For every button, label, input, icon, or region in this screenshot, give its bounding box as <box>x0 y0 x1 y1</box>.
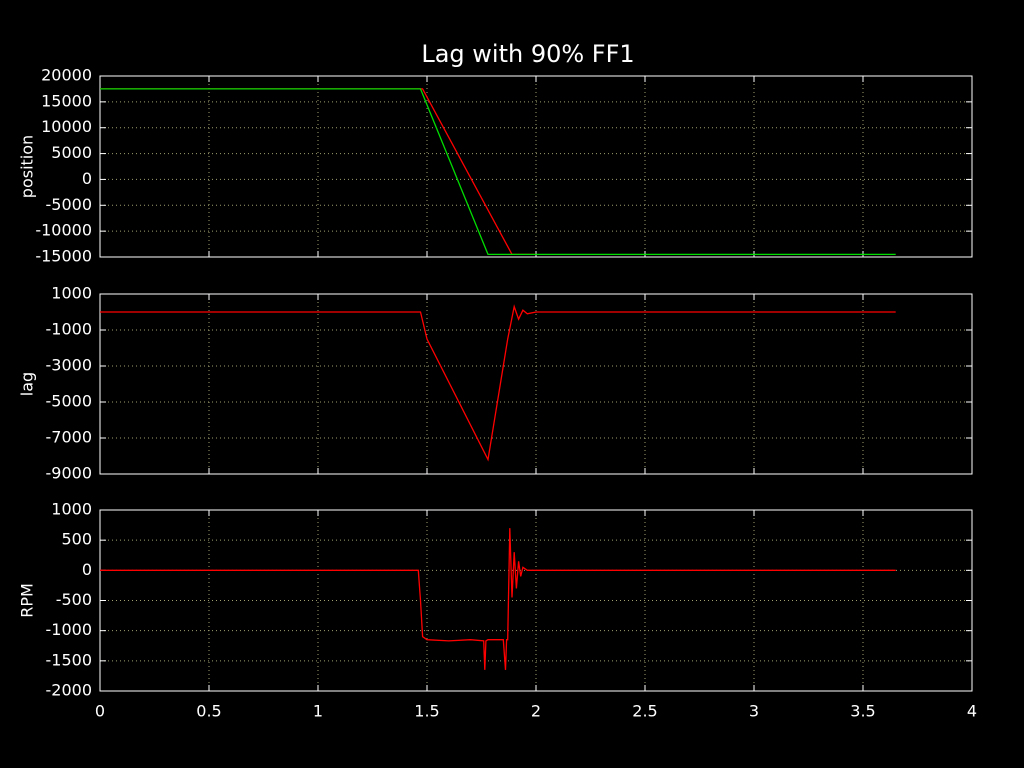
x-tick-label: 0 <box>95 702 105 721</box>
y-axis-label: lag <box>18 372 37 396</box>
x-tick-label: 4 <box>967 702 977 721</box>
y-tick-label: 0 <box>82 560 92 579</box>
x-tick-label: 3 <box>749 702 759 721</box>
y-tick-label: 20000 <box>41 66 92 85</box>
y-tick-label: 500 <box>61 530 92 549</box>
data-line <box>100 88 536 256</box>
y-tick-label: -10000 <box>35 221 92 240</box>
y-tick-label: -3000 <box>46 356 93 375</box>
y-tick-label: -1000 <box>46 620 93 639</box>
y-tick-label: 5000 <box>51 143 92 162</box>
y-tick-label: -500 <box>56 590 92 609</box>
y-tick-label: 0 <box>82 169 92 188</box>
plot-frame <box>99 509 973 692</box>
plot-frame <box>99 75 973 258</box>
y-tick-label: -9000 <box>46 464 93 483</box>
y-tick-label: -5000 <box>46 392 93 411</box>
y-axis-label: position <box>18 135 37 198</box>
x-tick-label: 2.5 <box>632 702 657 721</box>
data-line <box>100 88 896 256</box>
y-tick-label: -7000 <box>46 428 93 447</box>
x-tick-label: 1.5 <box>414 702 439 721</box>
plot-frame <box>99 293 973 475</box>
x-tick-label: 3.5 <box>850 702 875 721</box>
data-line <box>100 528 896 670</box>
x-tick-label: 1 <box>313 702 323 721</box>
y-tick-label: 1000 <box>51 284 92 303</box>
x-tick-label: 2 <box>531 702 541 721</box>
chart-title: Lag with 90% FF1 <box>421 40 634 68</box>
y-tick-label: -15000 <box>35 247 92 266</box>
y-tick-label: -2000 <box>46 681 93 700</box>
y-axis-label: RPM <box>18 583 37 618</box>
y-tick-label: 15000 <box>41 91 92 110</box>
y-tick-label: -1500 <box>46 650 93 669</box>
y-tick-label: -5000 <box>46 195 93 214</box>
y-tick-label: 10000 <box>41 117 92 136</box>
y-tick-label: 1000 <box>51 500 92 519</box>
x-tick-label: 0.5 <box>196 702 221 721</box>
data-line <box>100 304 896 462</box>
y-tick-label: -1000 <box>46 320 93 339</box>
